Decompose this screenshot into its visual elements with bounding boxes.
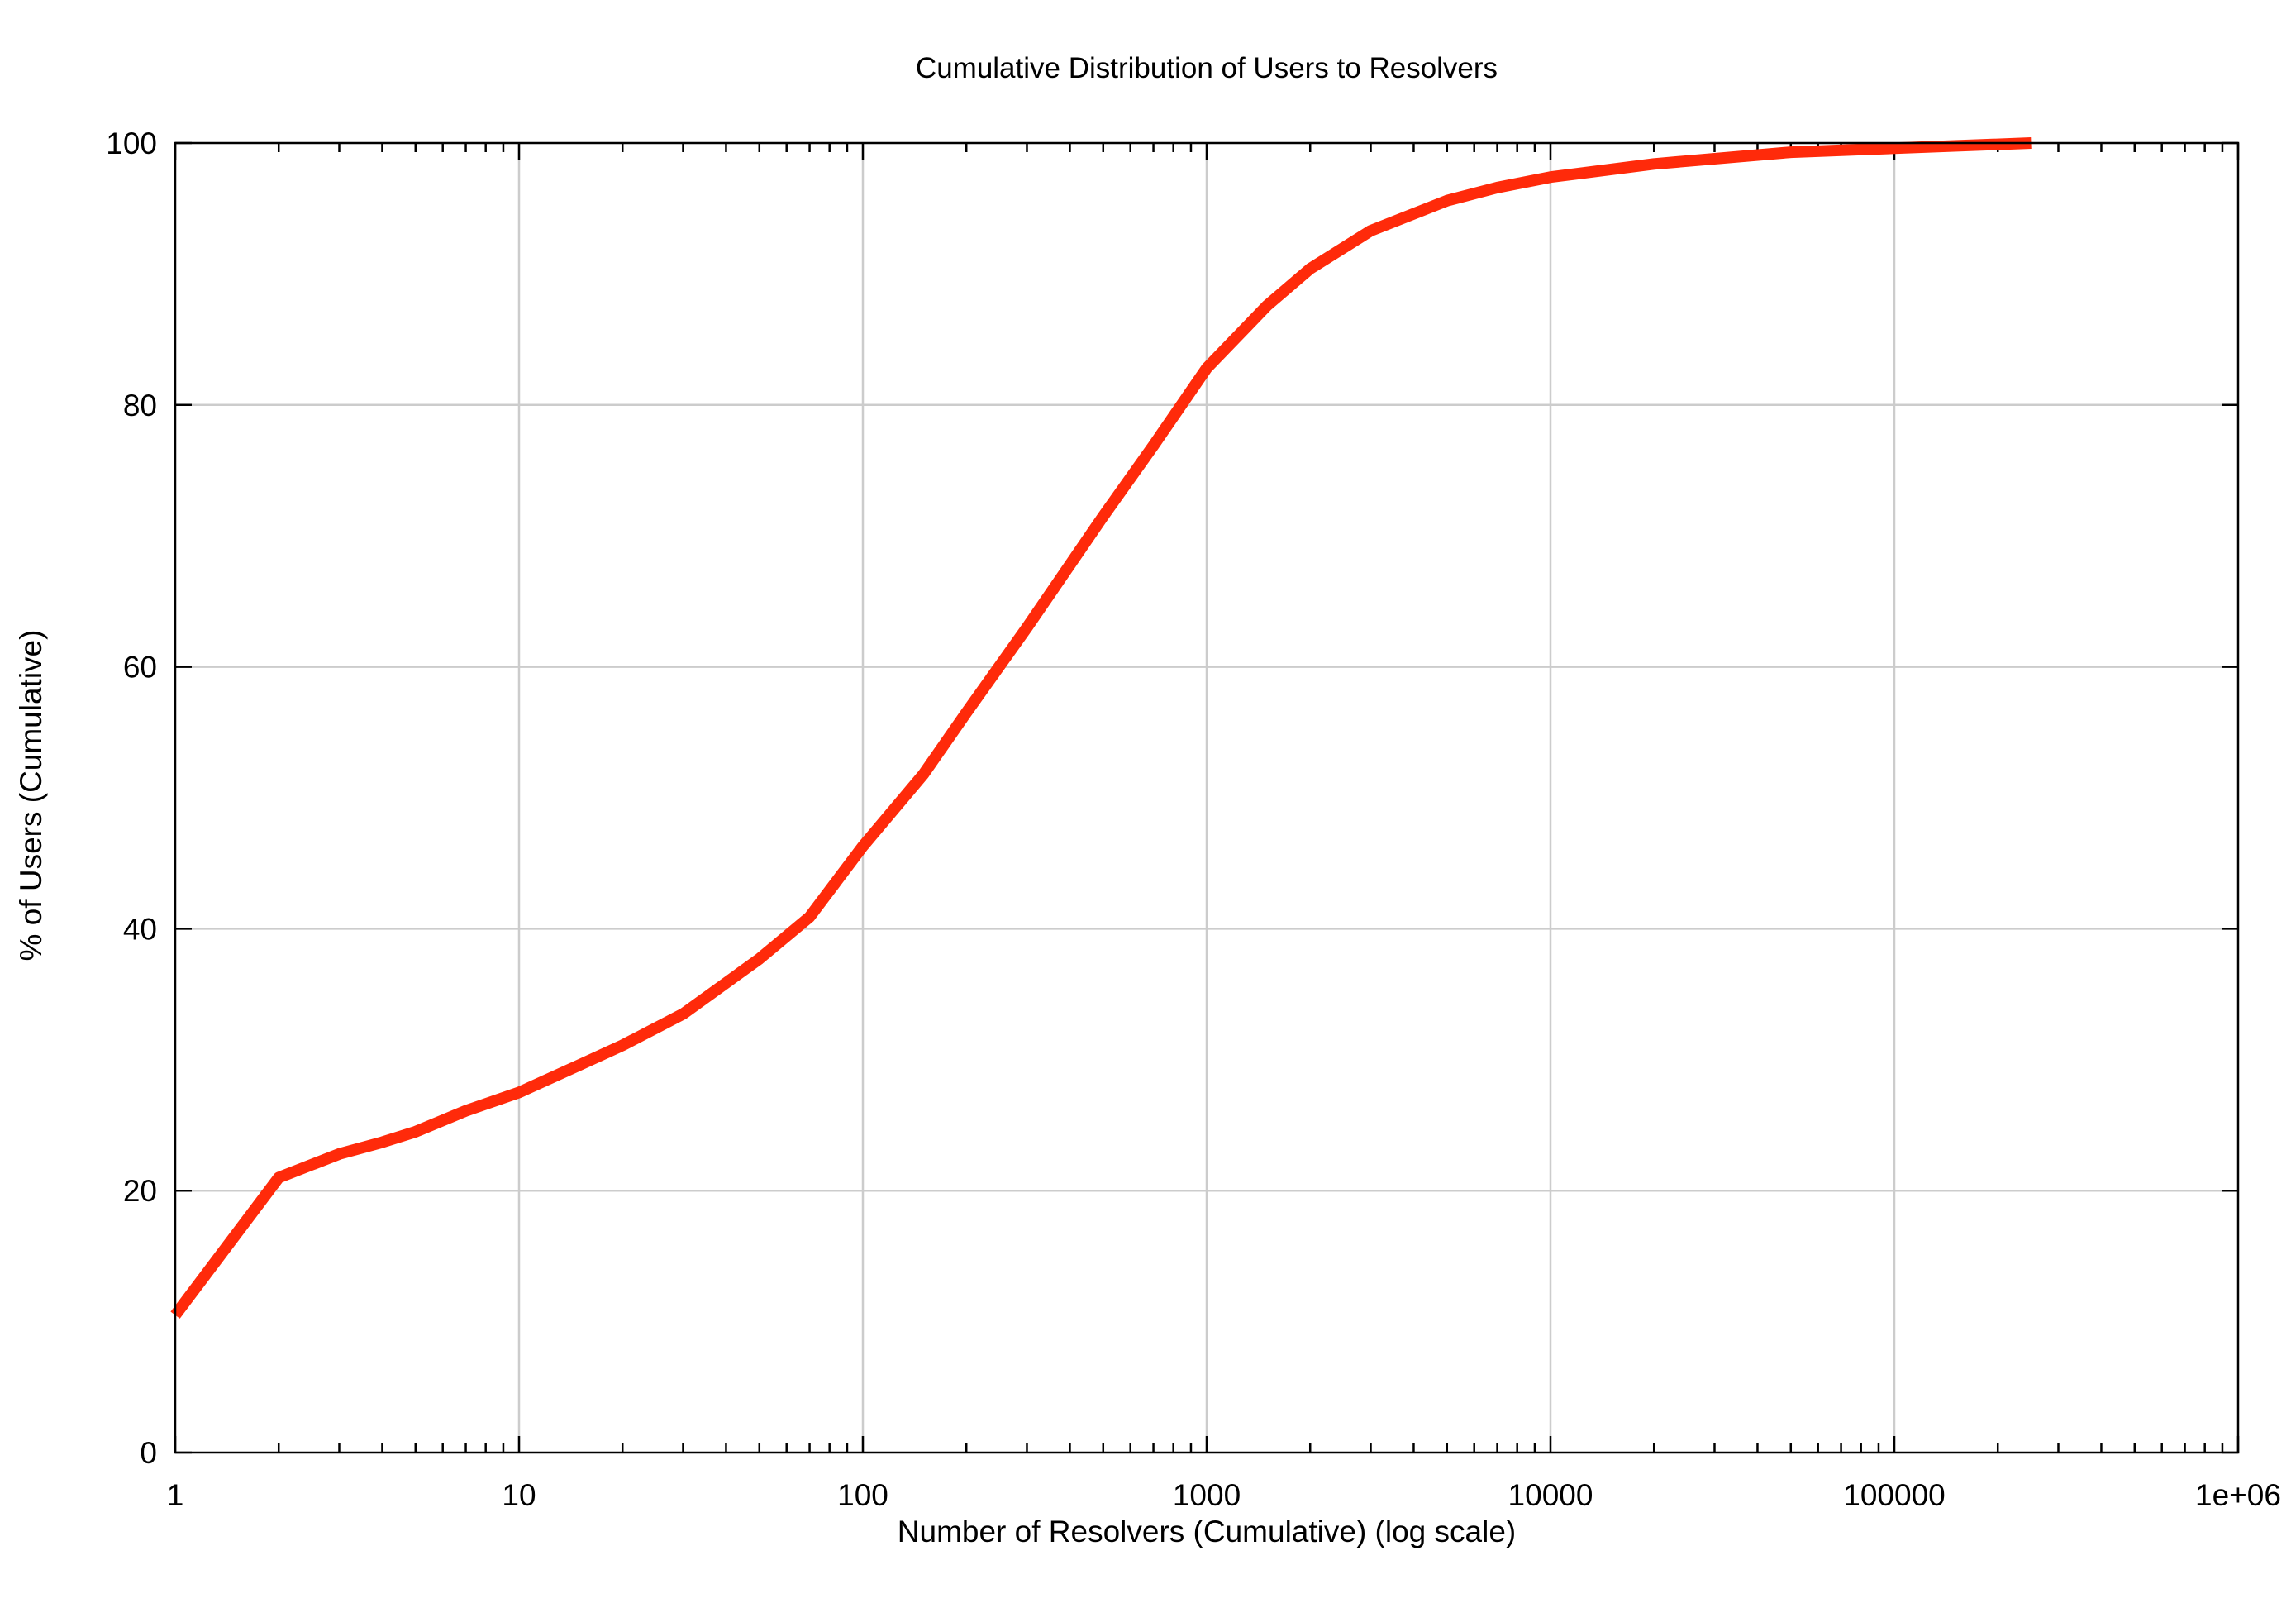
y-axis-label: % of Users (Cumulative) <box>14 630 48 961</box>
x-tick-label: 1e+06 <box>2195 1478 2281 1512</box>
x-tick-label: 100000 <box>1843 1478 1945 1512</box>
x-tick-label: 1 <box>167 1478 184 1512</box>
x-tick-label: 1000 <box>1173 1478 1241 1512</box>
chart-title: Cumulative Distribution of Users to Reso… <box>916 52 1498 84</box>
series-line <box>170 137 2032 1319</box>
y-tick-label: 20 <box>123 1174 157 1208</box>
grid-lines <box>175 143 2238 1453</box>
x-tick-label: 10 <box>502 1478 536 1512</box>
x-axis-label: Number of Resolvers (Cumulative) (log sc… <box>898 1515 1516 1548</box>
data-series <box>170 137 2032 1319</box>
tick-labels: 1 10 100 1000 10000 100000 1e+06 0 20 40 60 80 100 <box>106 126 2281 1512</box>
y-tick-label: 100 <box>106 126 157 160</box>
x-tick-label: 100 <box>837 1478 888 1512</box>
y-tick-label: 0 <box>140 1436 157 1470</box>
y-tick-label: 60 <box>123 651 157 685</box>
x-tick-label: 10000 <box>1508 1478 1593 1512</box>
y-tick-label: 40 <box>123 912 157 946</box>
plot-frame <box>174 141 2240 1454</box>
y-tick-label: 80 <box>123 389 157 422</box>
